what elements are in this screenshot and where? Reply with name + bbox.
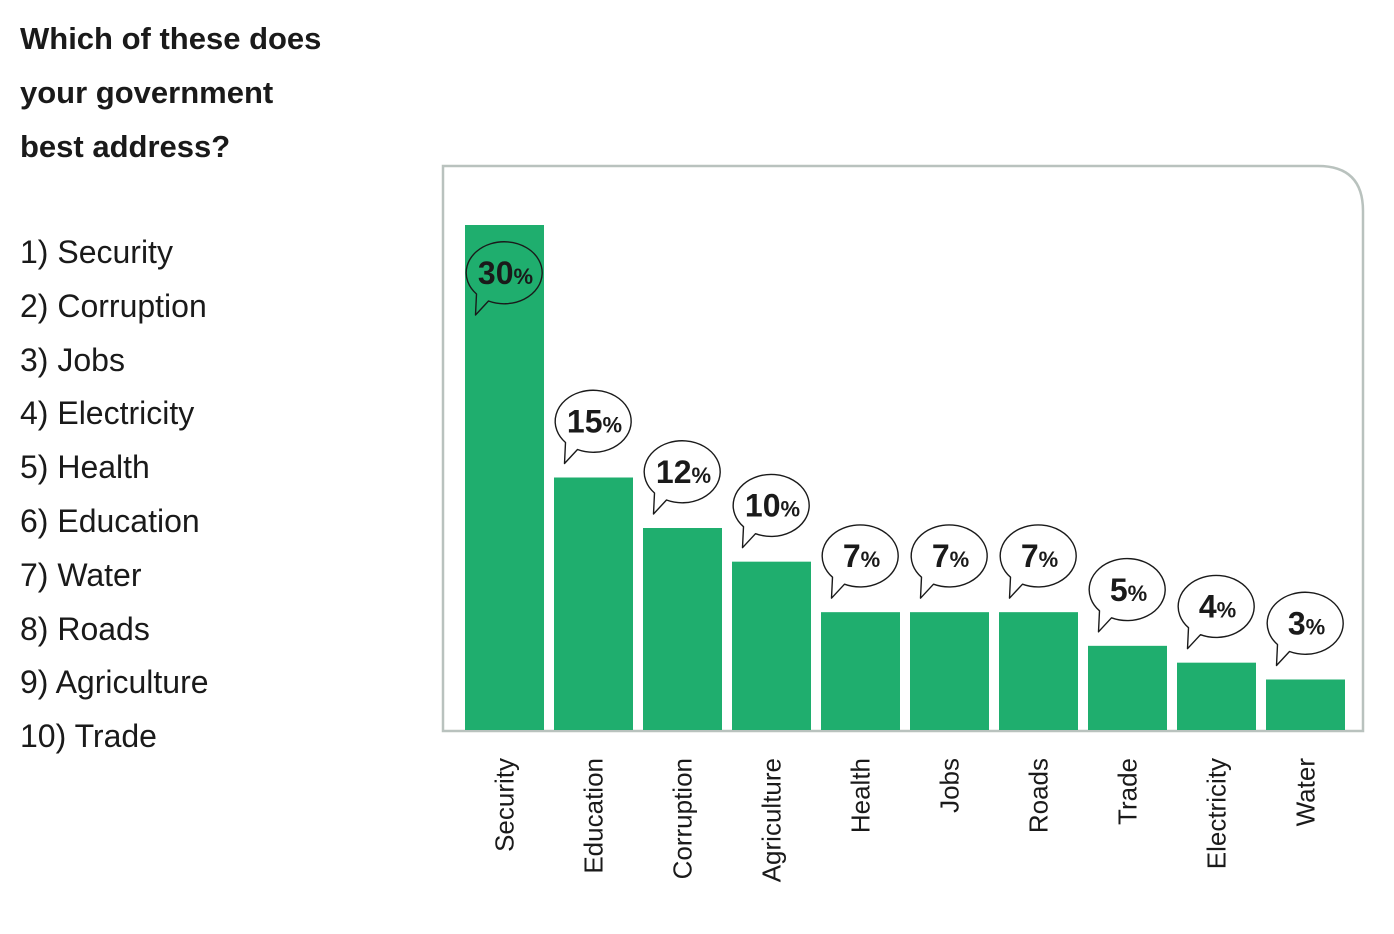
- option-item-9: 9) Agriculture: [20, 664, 209, 701]
- data-label-jobs: 7%: [932, 538, 969, 574]
- tick-label-education: Education: [579, 758, 609, 874]
- bar-jobs: [910, 612, 989, 730]
- option-item-5: 5) Health: [20, 449, 150, 486]
- value-bubble-corruption: 12%: [643, 440, 721, 515]
- value-bubble-jobs: 7%: [910, 524, 988, 599]
- value-bubble-security: 30%: [465, 241, 543, 316]
- speech-bubble-icon: [1266, 591, 1344, 667]
- bar-electricity: [1177, 662, 1256, 730]
- bar-education: [554, 477, 633, 730]
- option-item-7: 7) Water: [20, 556, 142, 593]
- speech-bubble-icon: [732, 473, 810, 549]
- bar-agriculture: [732, 561, 811, 730]
- bar-water: [1266, 679, 1345, 730]
- value-bubble-roads: 7%: [999, 524, 1077, 599]
- bar-corruption: [643, 528, 722, 730]
- value-bubble-education: 15%: [554, 389, 632, 465]
- speech-bubble-icon: [910, 524, 988, 599]
- speech-bubble-icon: [554, 389, 632, 465]
- value-bubble-water: 3%: [1266, 591, 1344, 667]
- tick-label-agriculture: Agriculture: [757, 758, 787, 882]
- data-label-electricity: 4%: [1199, 589, 1236, 625]
- value-bubble-trade: 5%: [1088, 557, 1166, 633]
- tick-label-corruption: Corruption: [668, 758, 698, 879]
- speech-bubble-icon: [821, 524, 899, 599]
- speech-bubble-icon: [643, 440, 721, 515]
- data-label-corruption: 12%: [656, 454, 711, 490]
- tick-label-jobs: Jobs: [935, 758, 965, 813]
- option-item-2: 2) Corruption: [20, 287, 207, 324]
- value-bubble-agriculture: 10%: [732, 473, 810, 549]
- value-bubble-health: 7%: [821, 524, 899, 599]
- chart-frame: [441, 164, 1365, 733]
- bar-security: [465, 225, 544, 730]
- value-bubble-electricity: 4%: [1177, 574, 1255, 650]
- bar-trade: [1088, 645, 1167, 730]
- tick-label-security: Security: [490, 758, 520, 852]
- answer-options-list: 1) Security 2) Corruption 3) Jobs 4) Ele…: [20, 226, 209, 764]
- bar-health: [821, 612, 900, 730]
- data-label-security: 30%: [478, 255, 533, 291]
- option-item-8: 8) Roads: [20, 610, 150, 647]
- data-label-roads: 7%: [1021, 538, 1058, 574]
- bars-layer: [465, 225, 1345, 730]
- data-label-education: 15%: [567, 404, 622, 440]
- tick-label-water: Water: [1291, 758, 1321, 827]
- tick-label-electricity: Electricity: [1202, 758, 1232, 869]
- value-bubbles-layer: 30% 15% 12% 10% 7% 7% 7% 5% 4% 3%: [465, 241, 1344, 667]
- option-item-4: 4) Electricity: [20, 395, 195, 432]
- question-title: Which of these does your government best…: [20, 12, 420, 174]
- option-item-3: 3) Jobs: [20, 341, 125, 378]
- data-label-agriculture: 10%: [745, 488, 800, 524]
- speech-bubble-icon: [1177, 574, 1255, 650]
- option-item-1: 1) Security: [20, 234, 173, 270]
- question-line-1: Which of these does: [20, 21, 322, 56]
- data-label-water: 3%: [1288, 606, 1325, 642]
- tick-label-trade: Trade: [1113, 758, 1143, 825]
- bar-roads: [999, 612, 1078, 730]
- tick-label-roads: Roads: [1024, 758, 1054, 833]
- option-item-10: 10) Trade: [20, 718, 157, 755]
- option-item-6: 6) Education: [20, 502, 200, 539]
- data-label-trade: 5%: [1110, 572, 1147, 608]
- speech-bubble-icon: [999, 524, 1077, 599]
- question-line-3: best address?: [20, 129, 231, 164]
- data-label-health: 7%: [843, 538, 880, 574]
- speech-bubble-icon: [1088, 557, 1166, 633]
- tick-label-health: Health: [846, 758, 876, 833]
- speech-bubble-icon: [465, 241, 543, 316]
- category-labels-layer: Security Education Corruption Agriculture He…: [490, 758, 1321, 883]
- question-line-2: your government: [20, 75, 274, 110]
